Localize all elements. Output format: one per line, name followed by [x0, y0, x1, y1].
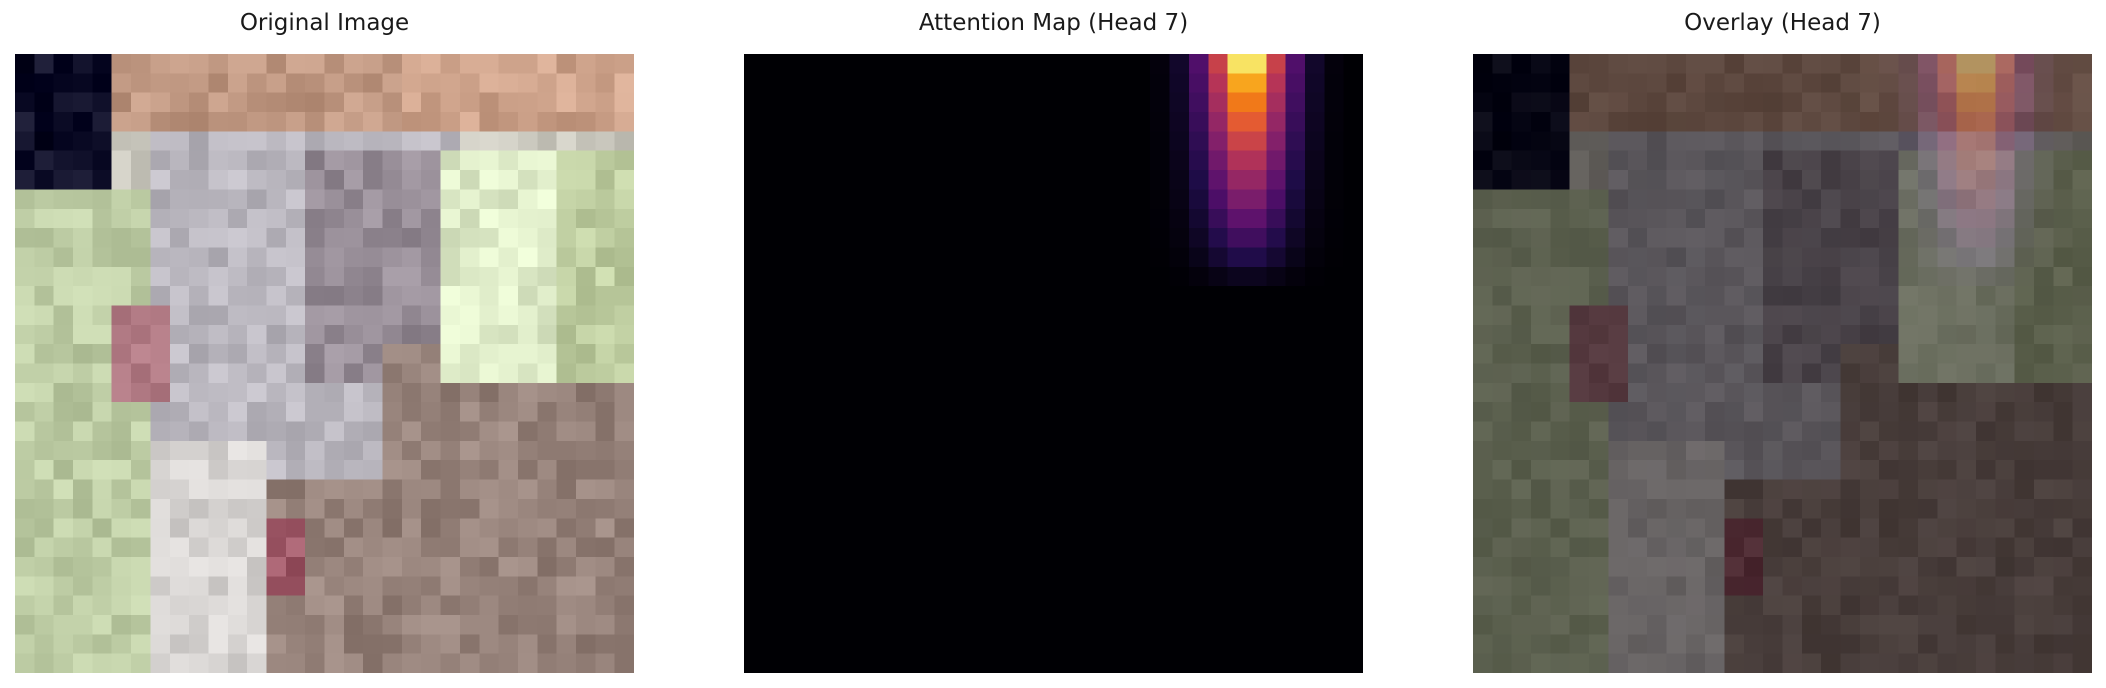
- panel-original-image: Original Image: [15, 0, 634, 688]
- panel-title-overlay: Overlay (Head 7): [1684, 10, 1881, 36]
- panel-attention-map: Attention Map (Head 7): [744, 0, 1363, 688]
- panel-title-attention: Attention Map (Head 7): [918, 10, 1189, 36]
- overlay-image: [1473, 54, 2092, 673]
- original-image: [15, 54, 634, 673]
- panel-title-original: Original Image: [239, 10, 410, 36]
- panel-overlay: Overlay (Head 7): [1473, 0, 2092, 688]
- attention-heatmap: [744, 54, 1363, 673]
